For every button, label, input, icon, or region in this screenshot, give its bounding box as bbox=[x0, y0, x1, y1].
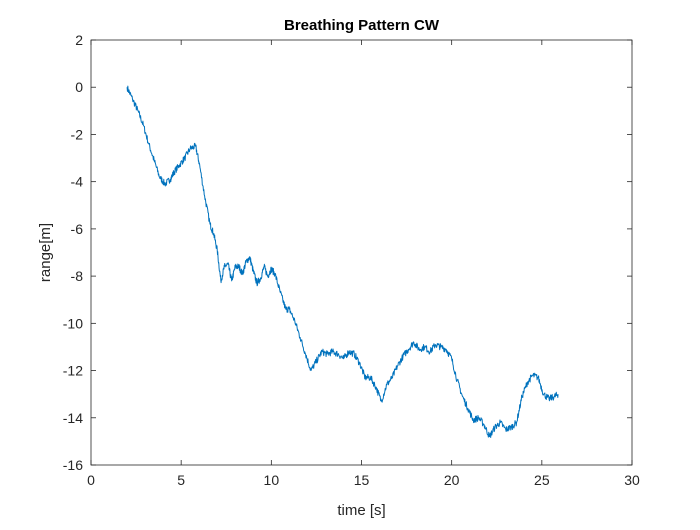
chart-title: Breathing Pattern CW bbox=[284, 17, 440, 34]
y-tick-label: -6 bbox=[71, 221, 84, 237]
y-tick-label: -12 bbox=[63, 363, 83, 379]
y-tick-label: -14 bbox=[63, 410, 83, 426]
y-axis-label: range[m] bbox=[37, 223, 54, 282]
plot-area bbox=[91, 40, 632, 465]
x-tick-label: 15 bbox=[354, 472, 370, 488]
x-tick-label: 0 bbox=[87, 472, 95, 488]
y-tick-label: -2 bbox=[71, 126, 84, 142]
y-tick-label: -16 bbox=[63, 457, 83, 473]
y-tick-label: -4 bbox=[71, 174, 84, 190]
series-line bbox=[126, 85, 559, 438]
y-tick-label: -8 bbox=[71, 268, 84, 284]
y-tick-label: -10 bbox=[63, 315, 83, 331]
y-tick-label: 0 bbox=[75, 79, 83, 95]
x-tick-label: 30 bbox=[624, 472, 640, 488]
x-tick-label: 20 bbox=[444, 472, 460, 488]
series-layer bbox=[126, 85, 559, 438]
x-tick-label: 5 bbox=[177, 472, 185, 488]
x-tick-label: 25 bbox=[534, 472, 550, 488]
x-axis-label: time [s] bbox=[337, 502, 385, 519]
y-tick-label: 2 bbox=[75, 32, 83, 48]
x-tick-label: 10 bbox=[264, 472, 280, 488]
